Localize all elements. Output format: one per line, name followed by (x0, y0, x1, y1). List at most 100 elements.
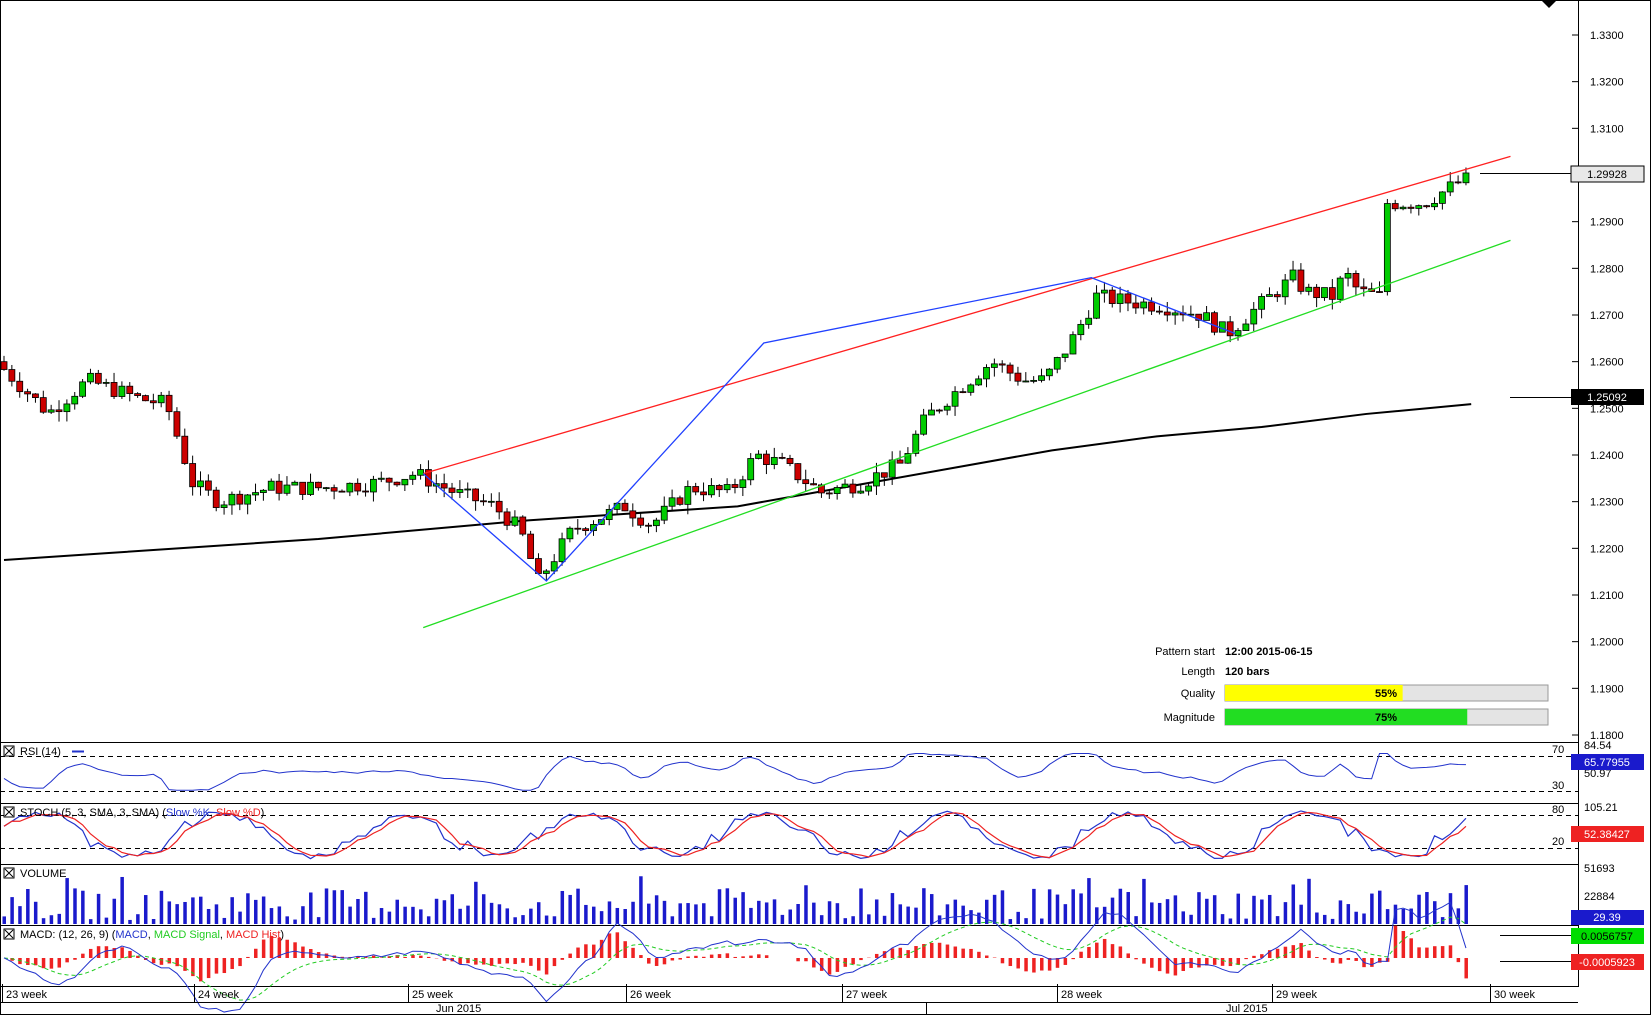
volume-bar (1370, 893, 1374, 924)
bullish-candle (1053, 357, 1061, 370)
macd-hist-bar (1228, 958, 1233, 967)
rsi-level-70-label: 70 (1552, 744, 1564, 756)
volume-bar (1102, 906, 1107, 924)
macd-hist-bar (607, 933, 612, 958)
bearish-candle (1226, 321, 1234, 337)
macd-hist-bar (112, 947, 117, 958)
stoch-scale-top: 105.21 (1584, 802, 1618, 814)
volume-bar (757, 900, 761, 924)
rsi-value: 65.77955 (1584, 757, 1630, 769)
macd-hist-bar (1071, 958, 1075, 960)
macd-hist-bar (529, 958, 533, 966)
bullish-candle (1250, 308, 1258, 325)
macd-hist-bar (324, 953, 329, 958)
volume-bar (474, 881, 478, 924)
volume-bar (183, 901, 187, 924)
volume-bar (1260, 899, 1264, 924)
macd-hist-bar (426, 956, 431, 958)
volume-bar (1032, 888, 1036, 924)
macd-hist-bar (1378, 958, 1382, 963)
macd-hist-bar (937, 942, 942, 958)
scroll-marker-icon[interactable] (1542, 1, 1556, 8)
volume-bar (293, 919, 297, 924)
volume-bar (1150, 902, 1154, 924)
volume-bar (977, 912, 981, 924)
volume-bar (953, 899, 958, 924)
bullish-candle (841, 483, 849, 488)
volume-bar (88, 919, 93, 924)
length-value: 120 bars (1225, 666, 1270, 678)
bullish-candle (456, 489, 464, 493)
volume-bar (128, 919, 132, 924)
macd-hist-bar (1126, 953, 1130, 958)
volume-bar (285, 916, 289, 924)
volume-bar (269, 908, 274, 924)
macd-hist-bar (246, 956, 250, 958)
bullish-candle (87, 372, 94, 383)
macd-hist-bar (1291, 945, 1296, 958)
bearish-candle (959, 391, 967, 394)
bearish-candle (1195, 313, 1203, 321)
bullish-candle (1344, 273, 1352, 279)
y-tick-label: 1.3100 (1590, 123, 1624, 135)
bullish-candle (1383, 203, 1391, 293)
volume-bar (1110, 897, 1115, 924)
y-tick-label: 1.2500 (1590, 403, 1624, 415)
macd-hist-bar (764, 955, 769, 958)
bearish-candle (1352, 273, 1360, 288)
macd-hist-bar (1417, 947, 1421, 958)
bullish-candle (1305, 286, 1313, 292)
bearish-candle (204, 480, 212, 491)
macd-hist-bar (678, 958, 682, 960)
macd-hist-bar (1346, 958, 1351, 960)
volume-bar (1362, 913, 1366, 924)
month-label-jun: Jun 2015 (436, 1003, 481, 1015)
volume-bar (1378, 890, 1382, 924)
macd-hist-bar (631, 947, 635, 958)
volume-bar (481, 894, 486, 924)
volume-bar (419, 909, 423, 924)
bullish-candle (63, 403, 71, 413)
macd-close-x (4, 929, 14, 939)
macd-hist-bar (977, 951, 981, 958)
pattern-info: Pattern start 12:00 2015-06-15 Length 12… (1155, 646, 1549, 726)
volume-bar (552, 916, 557, 924)
volume-bar (214, 904, 219, 924)
volume-bar (1071, 889, 1075, 924)
bullish-candle (370, 478, 377, 493)
volume-bar (867, 914, 871, 924)
macd-hist-bar (1307, 950, 1311, 958)
bearish-candle (149, 400, 157, 404)
volume-bar (819, 915, 824, 924)
macd-hist-bar (65, 958, 69, 963)
volume-bar (238, 911, 242, 924)
volume-bar (1307, 878, 1311, 924)
volume-bar (356, 898, 360, 924)
bearish-candle (935, 409, 943, 412)
volume-bar (804, 885, 808, 924)
volume-bar (536, 902, 541, 924)
bearish-candle (645, 524, 652, 527)
macd-hist-bar (269, 935, 274, 958)
macd-hist-bar (906, 950, 910, 958)
macd-hist-bar (57, 958, 62, 968)
macd-hist-bar (1448, 945, 1453, 958)
macd-hist-bar (835, 958, 840, 972)
macd-hist-bar (647, 958, 651, 964)
rsi-value-box (1571, 754, 1644, 770)
bullish-candle (605, 508, 613, 521)
macd-hist-bar (371, 955, 376, 958)
price-panel: 1.33001.32001.31001.30001.29001.28001.27… (0, 0, 1645, 743)
volume-bar (206, 908, 211, 924)
y-tick-label: 1.2900 (1590, 217, 1624, 229)
macd-hist-bar (1456, 958, 1461, 963)
volume-bar (1417, 894, 1421, 924)
macd-hist-bar (403, 956, 407, 958)
volume-bar (1299, 904, 1303, 924)
bullish-candle (943, 405, 951, 411)
macd-value: 0.0056757 (1581, 931, 1633, 943)
macd-hist-bar (1205, 958, 1209, 966)
macd-hist-bar (827, 958, 832, 975)
bullish-candle (975, 378, 983, 386)
y-tick-label: 1.3200 (1590, 77, 1624, 89)
